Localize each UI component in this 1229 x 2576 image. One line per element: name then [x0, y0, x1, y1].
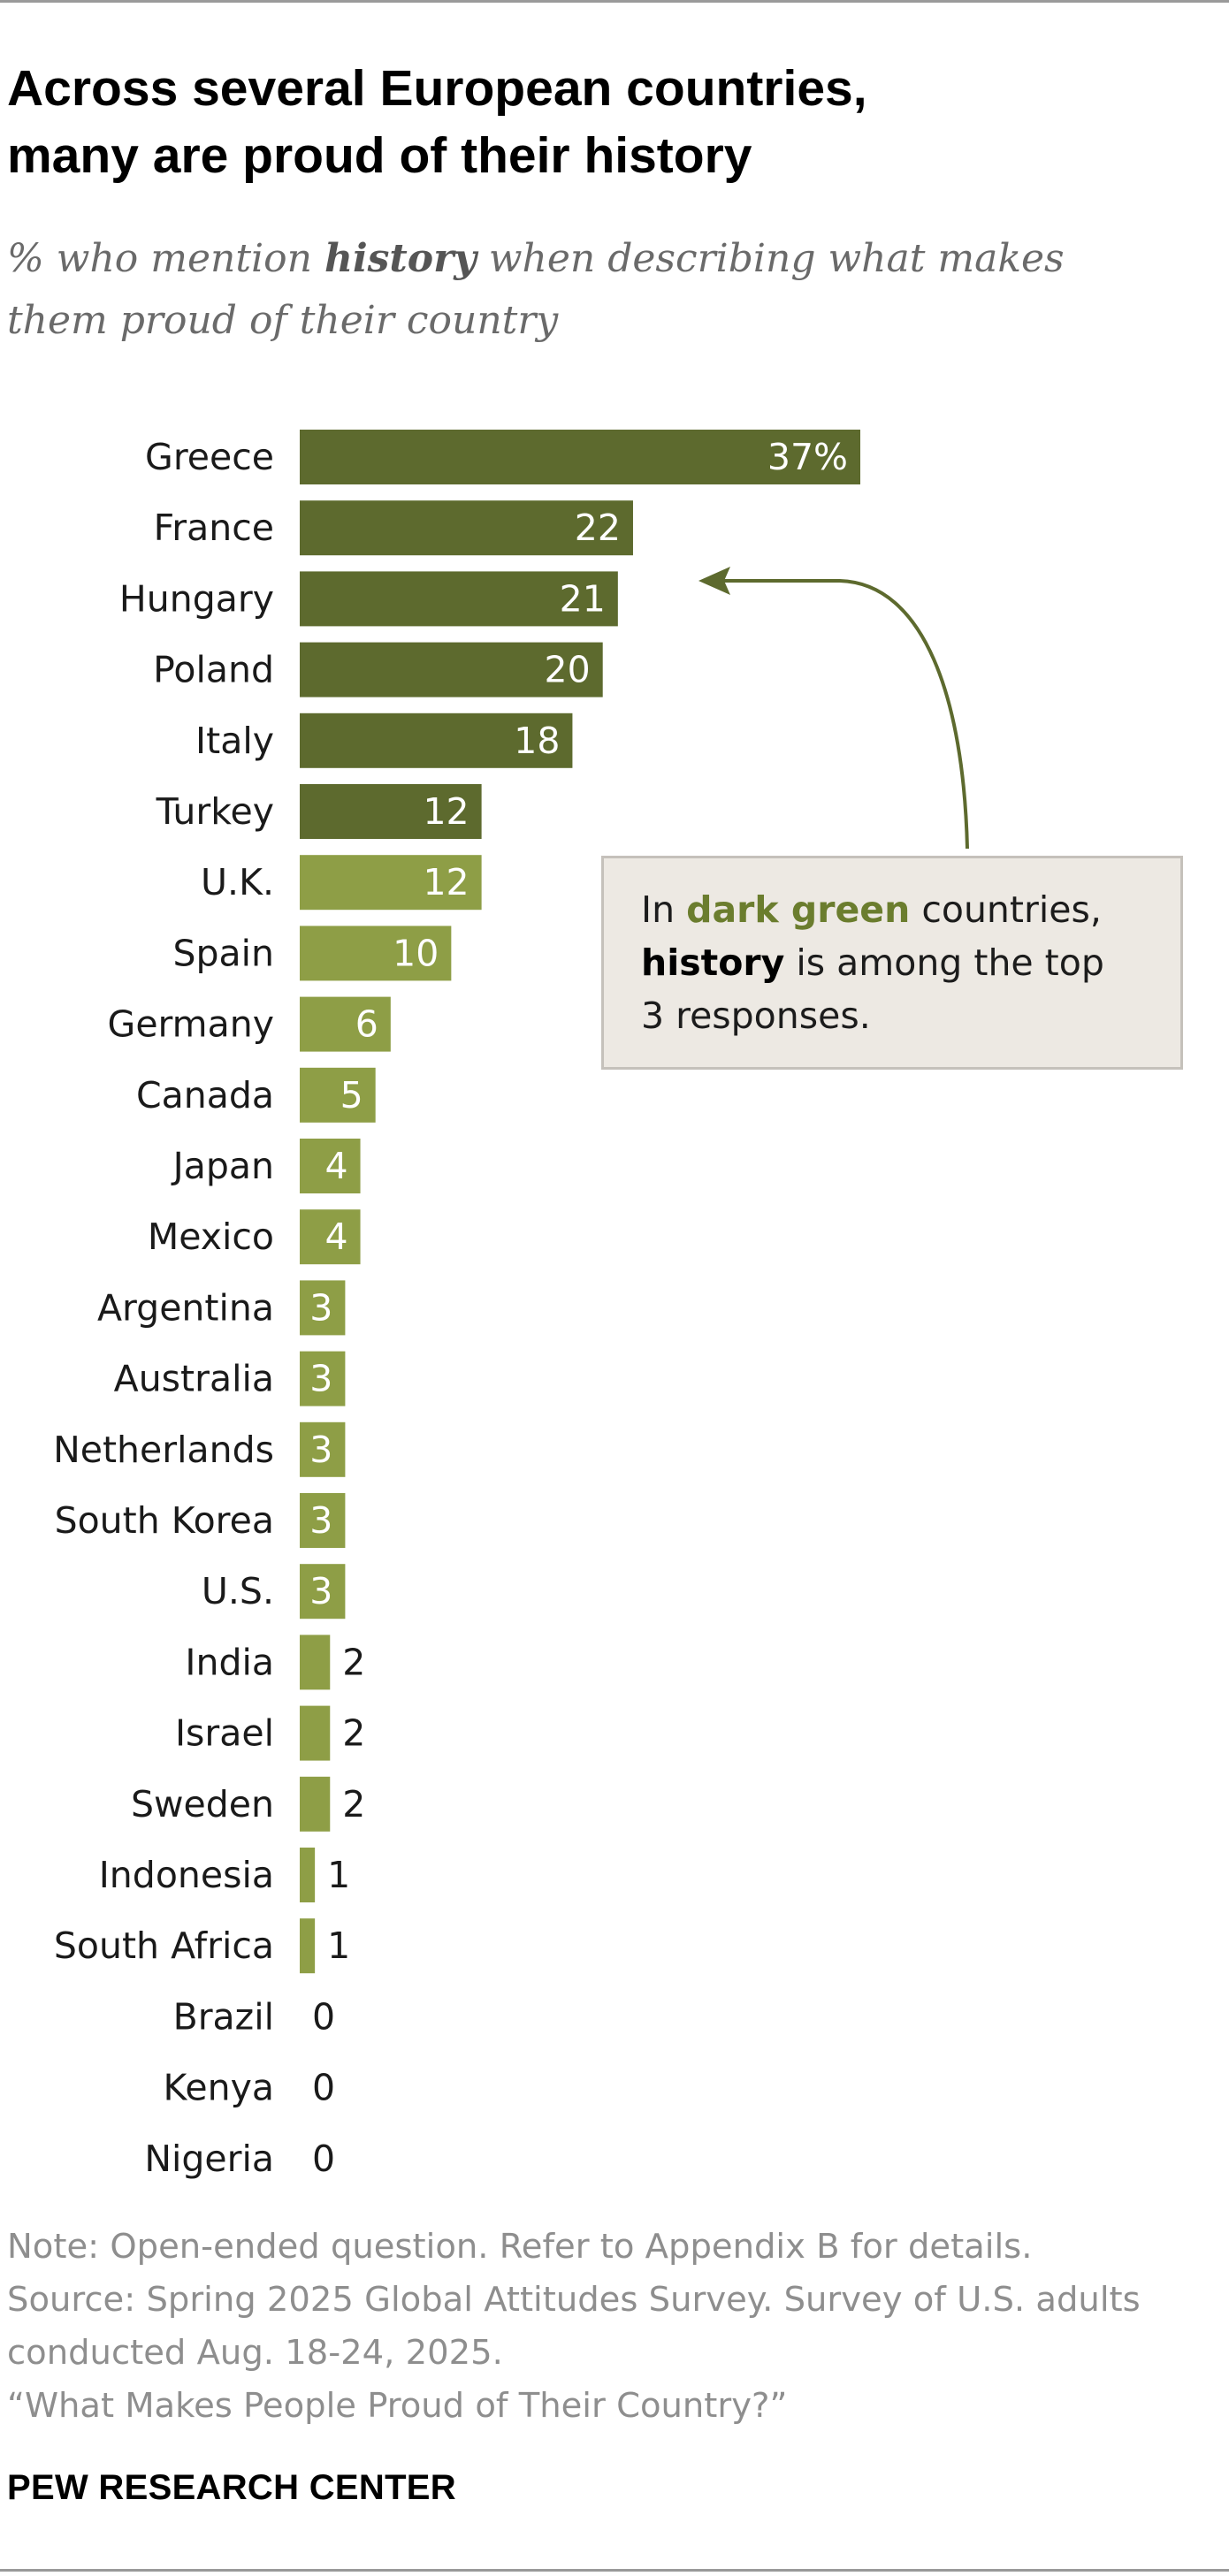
chart-title: Across several European countries, many … [7, 55, 1210, 189]
category-label: South Africa [54, 1924, 274, 1967]
value-label: 1 [327, 1854, 350, 1896]
category-label: Israel [175, 1712, 274, 1755]
category-label: Kenya [164, 2067, 274, 2109]
source-line-2: conducted Aug. 18-24, 2025. [7, 2333, 503, 2373]
category-label: U.K. [201, 861, 274, 903]
bar [300, 1280, 346, 1336]
category-label: France [154, 507, 274, 549]
value-label: 18 [514, 720, 560, 762]
category-label: Brazil [173, 1995, 274, 2038]
category-label: Germany [108, 1003, 274, 1046]
category-label: Japan [171, 1145, 274, 1187]
value-label: 21 [560, 577, 606, 620]
bar [300, 1067, 376, 1123]
category-label: Mexico [148, 1216, 274, 1258]
value-label: 4 [324, 1216, 347, 1258]
category-label: South Korea [55, 1499, 274, 1542]
annotation-bold: history [641, 941, 785, 984]
footnotes: Note: Open-ended question. Refer to Appe… [7, 2221, 1218, 2433]
value-label: 20 [545, 649, 591, 691]
annotation-box: In dark green countries, history is amon… [601, 856, 1183, 1070]
annotation-text-4: 3 responses. [641, 995, 871, 1037]
subtitle-emphasis: history [324, 236, 477, 281]
bar [300, 713, 573, 768]
category-label: Netherlands [53, 1429, 274, 1471]
value-label: 10 [393, 932, 439, 974]
annotation-highlight: dark green [686, 888, 911, 931]
bar [300, 1776, 331, 1832]
category-label: Nigeria [144, 2138, 274, 2180]
category-label: Greece [145, 436, 274, 478]
top-rule [0, 0, 1229, 3]
brand-name: PEW RESEARCH CENTER [7, 2468, 456, 2507]
bar [300, 784, 482, 839]
value-label: 0 [312, 1995, 335, 2038]
annotation-arrow-line [718, 579, 969, 850]
bar [300, 1848, 316, 1902]
category-label: Poland [153, 649, 274, 691]
bar [300, 855, 482, 911]
category-label: U.S. [202, 1570, 274, 1612]
category-label: Indonesia [99, 1854, 274, 1896]
bar [300, 1564, 346, 1620]
bar [300, 1635, 331, 1690]
bar [300, 571, 618, 627]
value-label: 3 [309, 1286, 332, 1329]
value-label: 12 [423, 790, 469, 833]
subtitle-text-1: % who mention [7, 236, 324, 281]
category-label: Italy [195, 720, 274, 762]
subtitle-text-2: when describing what makes [476, 236, 1065, 281]
bar [300, 642, 603, 697]
value-label: 0 [312, 2067, 335, 2109]
note-line: Note: Open-ended question. Refer to Appe… [7, 2227, 1033, 2267]
category-label: Canada [136, 1074, 274, 1117]
annotation-text-1: In [641, 888, 687, 931]
category-label: Hungary [119, 577, 274, 620]
value-label: 6 [355, 1003, 378, 1046]
bar [300, 1351, 346, 1406]
bar [300, 1493, 346, 1548]
value-label: 0 [312, 2138, 335, 2180]
category-label: Sweden [131, 1783, 274, 1825]
source-line-1: Source: Spring 2025 Global Attitudes Sur… [7, 2280, 1141, 2320]
report-title-line: “What Makes People Proud of Their Countr… [7, 2386, 788, 2426]
annotation-text-3: is among the top [784, 941, 1104, 984]
category-label: Spain [172, 932, 274, 974]
bar [300, 1918, 316, 1974]
chart-subtitle: % who mention history when describing wh… [7, 228, 1210, 352]
subtitle-text-3: them proud of their country [7, 298, 559, 343]
value-label: 1 [327, 1924, 350, 1967]
value-label: 2 [342, 1783, 365, 1825]
category-label: Turkey [156, 790, 274, 833]
chart-title-line-2: many are proud of their history [7, 127, 752, 184]
bar [300, 1705, 331, 1761]
bar [300, 1139, 361, 1193]
bar [300, 430, 860, 484]
value-label: 2 [342, 1641, 365, 1683]
category-label: Australia [114, 1358, 274, 1400]
value-label: 3 [309, 1429, 332, 1471]
bar [300, 1209, 361, 1265]
value-label: 37% [767, 436, 848, 478]
value-label: 12 [423, 861, 469, 903]
category-label: India [185, 1641, 274, 1683]
value-label: 3 [309, 1570, 332, 1612]
value-label: 22 [575, 507, 621, 549]
bar [300, 926, 452, 981]
value-label: 3 [309, 1499, 332, 1542]
category-label: Argentina [97, 1286, 274, 1329]
value-label: 4 [324, 1145, 347, 1187]
value-label: 3 [309, 1358, 332, 1400]
value-label: 2 [342, 1712, 365, 1755]
value-label: 5 [340, 1074, 363, 1117]
bottom-rule [0, 2569, 1229, 2572]
bar [300, 500, 633, 556]
annotation-arrowhead [698, 567, 730, 595]
annotation-text-2: countries, [910, 888, 1102, 931]
bar [300, 1421, 346, 1477]
bar [300, 996, 391, 1052]
chart-title-line-1: Across several European countries, [7, 60, 867, 117]
